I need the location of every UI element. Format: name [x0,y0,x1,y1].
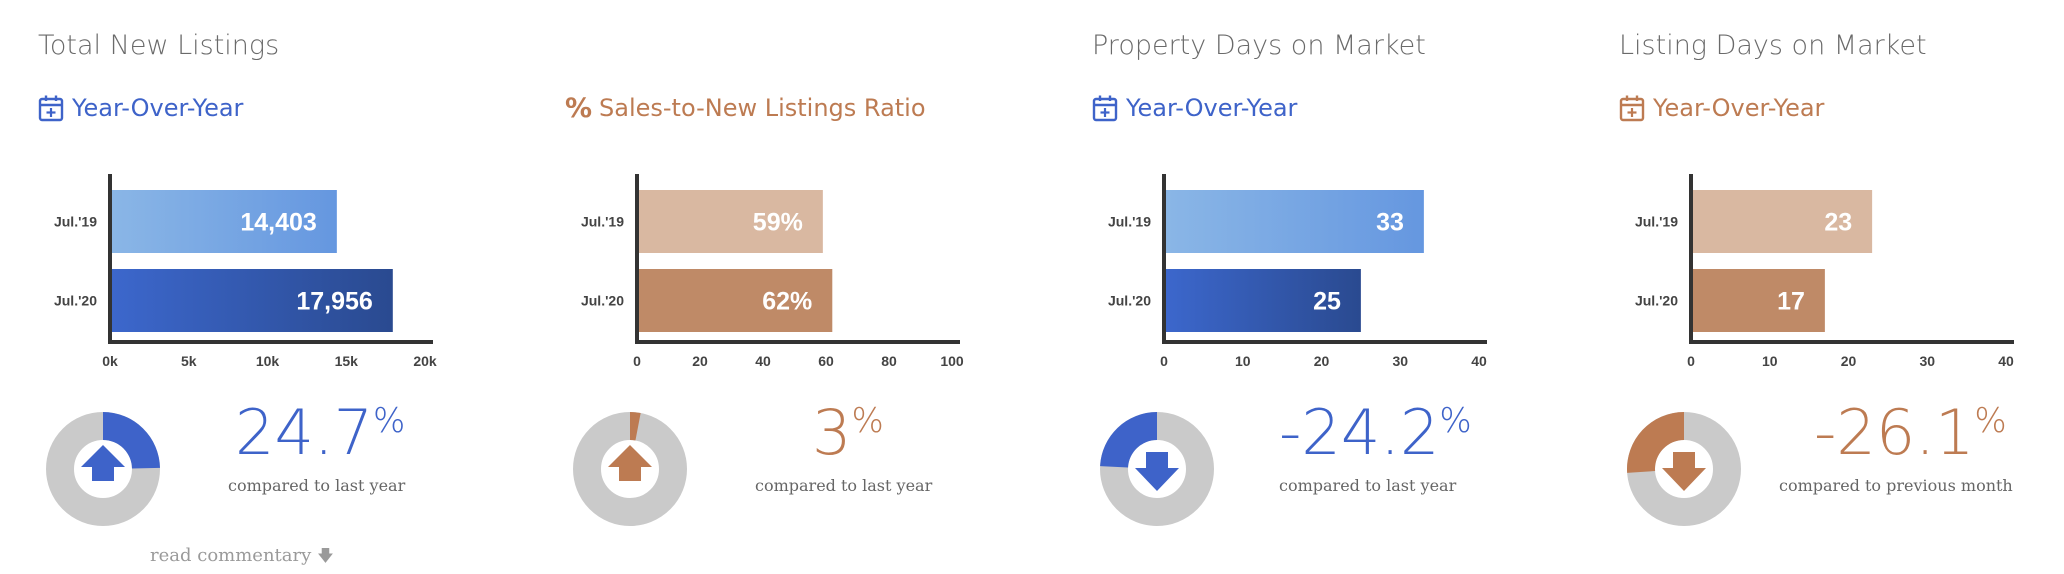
x-tick-label: 100 [940,353,964,369]
x-tick-label: 40 [1471,353,1487,369]
category-label: Jul.'20 [1635,293,1678,309]
read-commentary-link[interactable]: read commentary 🡇 [150,545,334,572]
bar [112,190,337,253]
x-tick-label: 0 [1687,353,1695,369]
calendar-plus-icon [1092,94,1118,122]
bar [1693,269,1825,332]
x-tick-label: 40 [1998,353,2014,369]
compare-text: compared to last year [1279,476,1457,495]
panel-title: Listing Days on Market [1619,30,1927,61]
panel-title: Total New Listings [38,30,280,61]
category-label: Jul.'20 [1108,293,1151,309]
x-tick-label: 10 [1762,353,1778,369]
x-tick-label: 20 [1314,353,1330,369]
bar-chart: 33 Jul.'19 25 Jul.'20 0 10 20 30 40 [1108,174,1487,369]
compare-text: compared to previous month [1779,476,2013,495]
arrow-down-icon [1662,452,1706,491]
subtitle-link[interactable]: % Sales-to-New Listings Ratio [565,92,926,124]
change-percent: 24.7% [235,402,405,464]
bar [639,269,833,332]
category-label: Jul.'19 [54,214,97,230]
bar-value-label: 23 [1824,209,1852,237]
change-value: -26.1 [1814,396,1975,469]
x-tick-label: 0 [1160,353,1168,369]
x-tick-label: 0k [102,353,118,369]
change-unit: % [1439,401,1472,441]
change-unit: % [373,401,406,441]
x-tick-label: 10k [256,353,280,369]
change-donut [46,412,160,526]
change-value: 3 [812,396,852,469]
change-value: 24.7 [235,396,374,469]
panel-listing-days-on-market: Listing Days on Market Year-Over-Year 23… [1581,0,2064,574]
x-tick-label: 20 [1841,353,1857,369]
subtitle-link[interactable]: Year-Over-Year [1092,92,1297,124]
change-value: -24.2 [1279,396,1440,469]
calendar-plus-icon [1619,94,1645,122]
x-tick-label: 40 [755,353,771,369]
subtitle-link[interactable]: Year-Over-Year [1619,92,1824,124]
bar-value-label: 62% [762,288,812,316]
donut-segment [103,412,160,469]
change-percent: -24.2% [1279,402,1472,464]
x-tick-label: 15k [335,353,359,369]
category-label: Jul.'19 [581,214,624,230]
panel-title: Property Days on Market [1092,30,1426,61]
bar-chart: 14,403 Jul.'19 17,956 Jul.'20 0k 5k 10k 15k 20k [54,174,437,369]
read-commentary-label: read commentary [150,545,312,566]
change-percent: 3% [812,402,884,464]
change-donut [573,412,687,526]
x-tick-label: 10 [1235,353,1251,369]
panel-total-new-listings: Total New Listings Year-Over-Year 14,403… [0,0,526,574]
bar-chart: 59% Jul.'19 62% Jul.'20 0 20 40 60 80 100 [581,174,964,369]
bar-chart: 23 Jul.'19 17 Jul.'20 0 10 20 30 40 [1635,174,2014,369]
change-percent: -26.1% [1814,402,2007,464]
bar-value-label: 59% [753,209,803,237]
calendar-plus-icon [38,94,64,122]
donut-segment [630,412,641,441]
bar-value-label: 33 [1376,209,1404,237]
x-tick-label: 80 [881,353,897,369]
bar-value-label: 25 [1313,288,1341,316]
bar [112,269,393,332]
x-tick-label: 5k [181,353,197,369]
change-donut [1100,412,1214,526]
x-tick-label: 20k [413,353,437,369]
arrow-up-icon [608,445,652,481]
x-tick-label: 0 [633,353,641,369]
donut-segment [1100,412,1157,468]
panel-sales-to-new-listings: % Sales-to-New Listings Ratio 59% Jul.'19… [527,0,1053,574]
x-tick-label: 60 [818,353,834,369]
subtitle-label: Year-Over-Year [1126,94,1298,122]
bar [1166,269,1361,332]
bar [639,190,823,253]
change-donut [1627,412,1741,526]
x-tick-label: 20 [692,353,708,369]
arrow-down-icon: 🡇 [317,546,334,565]
subtitle-label: Sales-to-New Listings Ratio [599,94,926,122]
compare-text: compared to last year [755,476,933,495]
category-label: Jul.'20 [54,293,97,309]
subtitle-link[interactable]: Year-Over-Year [38,92,243,124]
percent-icon: % [565,92,593,124]
x-tick-label: 30 [1919,353,1935,369]
panel-property-days-on-market: Property Days on Market Year-Over-Year 3… [1054,0,1580,574]
x-tick-label: 30 [1392,353,1408,369]
arrow-up-icon [81,445,125,481]
category-label: Jul.'19 [1108,214,1151,230]
bar-value-label: 17 [1777,288,1805,316]
change-unit: % [851,401,884,441]
bar [1693,190,1873,253]
bar-value-label: 17,956 [296,288,372,316]
bar [1166,190,1424,253]
change-unit: % [1974,401,2007,441]
subtitle-label: Year-Over-Year [1653,94,1825,122]
bar-value-label: 14,403 [240,209,316,237]
donut-segment [1627,412,1684,473]
compare-text: compared to last year [228,476,406,495]
arrow-down-icon [1135,452,1179,491]
subtitle-label: Year-Over-Year [72,94,244,122]
category-label: Jul.'19 [1635,214,1678,230]
category-label: Jul.'20 [581,293,624,309]
